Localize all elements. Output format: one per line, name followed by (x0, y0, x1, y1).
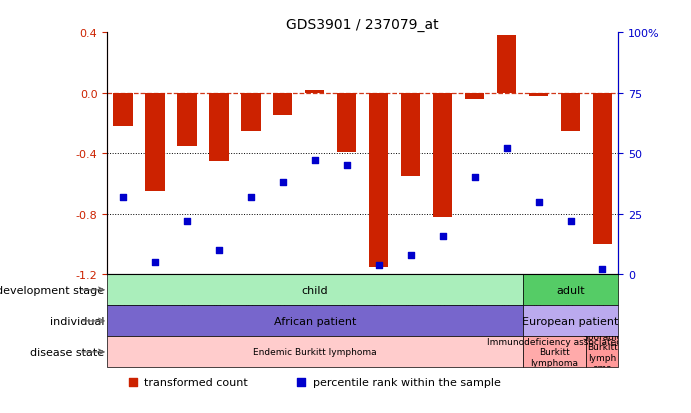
Text: percentile rank within the sample: percentile rank within the sample (312, 377, 500, 387)
Point (341, 163, 352, 169)
Bar (401, 93, 420, 176)
Point (310, 158, 321, 164)
Bar (561, 93, 580, 131)
Bar (107, 306, 522, 337)
Bar (522, 306, 618, 337)
Point (117, 194, 129, 201)
Bar (465, 93, 484, 100)
Bar (522, 337, 587, 368)
Bar (305, 90, 325, 93)
Bar (337, 93, 357, 152)
Bar (529, 93, 548, 97)
Text: Immunodeficiency associated
Burkitt
lymphoma: Immunodeficiency associated Burkitt lymp… (487, 337, 622, 367)
Title: GDS3901 / 237079_at: GDS3901 / 237079_at (287, 18, 439, 32)
Point (277, 180, 288, 186)
Bar (433, 93, 452, 217)
Point (182, 218, 193, 225)
Text: African patient: African patient (274, 316, 356, 326)
Text: individual: individual (50, 316, 104, 326)
Bar (209, 93, 229, 161)
Point (501, 146, 512, 152)
Text: Endemic Burkitt lymphoma: Endemic Burkitt lymphoma (253, 348, 377, 356)
Point (589, 141, 600, 147)
Bar (113, 93, 133, 127)
Bar (369, 93, 388, 267)
Bar (241, 93, 261, 131)
Bar (145, 93, 164, 192)
Bar (107, 337, 522, 368)
Text: child: child (301, 285, 328, 295)
Point (373, 262, 384, 268)
Point (245, 194, 256, 201)
Point (533, 199, 544, 205)
Bar (107, 275, 522, 306)
Point (597, 266, 608, 273)
Text: adult: adult (556, 285, 585, 295)
Text: transformed count: transformed count (144, 377, 247, 387)
Text: Sporadic
Burkitt
lymph
oma: Sporadic Burkitt lymph oma (583, 332, 623, 372)
Text: disease state: disease state (30, 347, 104, 357)
Point (405, 252, 416, 259)
Text: European patient: European patient (522, 316, 618, 326)
Bar (593, 93, 612, 244)
Point (214, 247, 225, 254)
Bar (522, 275, 618, 306)
Point (149, 259, 160, 266)
Text: development stage: development stage (0, 285, 104, 295)
Bar (497, 36, 516, 93)
Point (437, 233, 448, 239)
Bar (178, 93, 196, 146)
Bar (587, 337, 618, 368)
Point (469, 175, 480, 181)
Bar (273, 93, 292, 116)
Point (565, 218, 576, 225)
